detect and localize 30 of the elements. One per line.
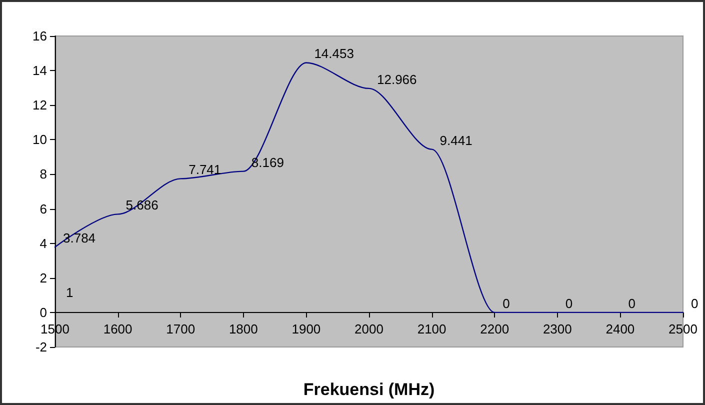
data-label: 7.741: [188, 162, 222, 178]
annotation: 1: [66, 285, 74, 300]
y-tick-label: 8: [40, 166, 47, 182]
x-tick-label: 2300: [542, 321, 572, 336]
x-tick-label: 1600: [103, 321, 132, 336]
x-tick-label: 2500: [668, 321, 698, 336]
x-tick-label: 1800: [228, 321, 258, 336]
x-tick-label: 2200: [480, 321, 510, 336]
y-tick-label: 6: [40, 201, 47, 216]
y-tick-label: 0: [40, 304, 47, 320]
data-label: 9.441: [440, 132, 472, 148]
x-tick-label: 1700: [166, 321, 196, 336]
y-tick-label: -2: [35, 340, 47, 354]
x-tick-label: 1900: [292, 321, 321, 336]
data-label: 0: [691, 296, 698, 311]
data-label: 12.966: [377, 72, 417, 87]
x-tick-label: 2000: [354, 321, 384, 336]
y-tick-label: 2: [40, 270, 47, 286]
data-label: 0: [565, 296, 573, 311]
data-label: 0: [502, 296, 510, 311]
data-label: 0: [628, 296, 636, 311]
x-axis-title: Frekuensi (MHz): [303, 380, 435, 399]
data-label: 14.453: [314, 46, 354, 62]
y-tick-label: 10: [32, 132, 47, 148]
x-tick-label: 2100: [417, 321, 446, 336]
y-tick-label: 4: [40, 236, 47, 251]
y-tick-label: 12: [32, 98, 47, 113]
x-tick-label: 2400: [606, 321, 635, 336]
y-tick-label: 16: [32, 28, 47, 44]
y-tick-label: 14: [32, 63, 47, 78]
